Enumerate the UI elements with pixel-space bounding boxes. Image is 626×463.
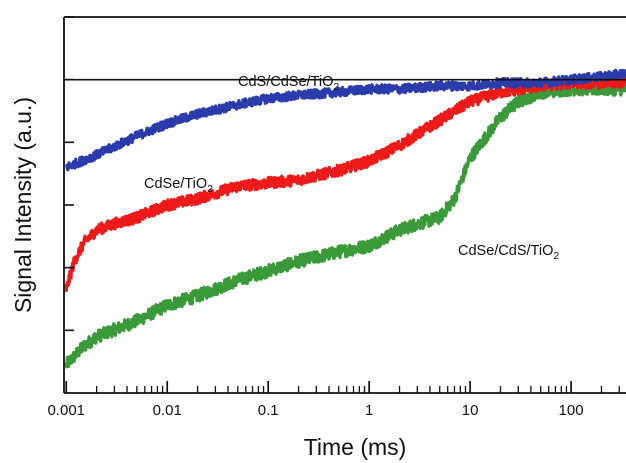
x-axis-ticks [65, 381, 620, 393]
label-cds-cdse-tio2: CdS/CdSe/TiO2 [238, 74, 339, 93]
y-axis-title: Signal Intensity (a.u.) [10, 97, 36, 313]
x-tick-label-3: 1 [365, 402, 373, 419]
x-axis-title: Time (ms) [304, 434, 407, 460]
x-axis-tick-labels: 0.001 0.01 0.1 1 10 100 [47, 402, 583, 419]
label-cdse-cds-tio2: CdSe/CdS/TiO2 [458, 243, 559, 262]
x-tick-label-5: 100 [559, 402, 584, 419]
series-line-2 [64, 81, 626, 369]
x-tick-label-0: 0.001 [47, 402, 85, 419]
series-layer [64, 68, 626, 369]
series-line-1 [64, 75, 626, 292]
x-tick-label-4: 10 [462, 402, 479, 419]
series-line-0 [64, 68, 626, 172]
x-tick-label-2: 0.1 [258, 402, 279, 419]
label-cdse-tio2: CdSe/TiO2 [144, 176, 213, 195]
x-tick-label-1: 0.01 [153, 402, 182, 419]
y-axis-ticks [64, 16, 74, 332]
